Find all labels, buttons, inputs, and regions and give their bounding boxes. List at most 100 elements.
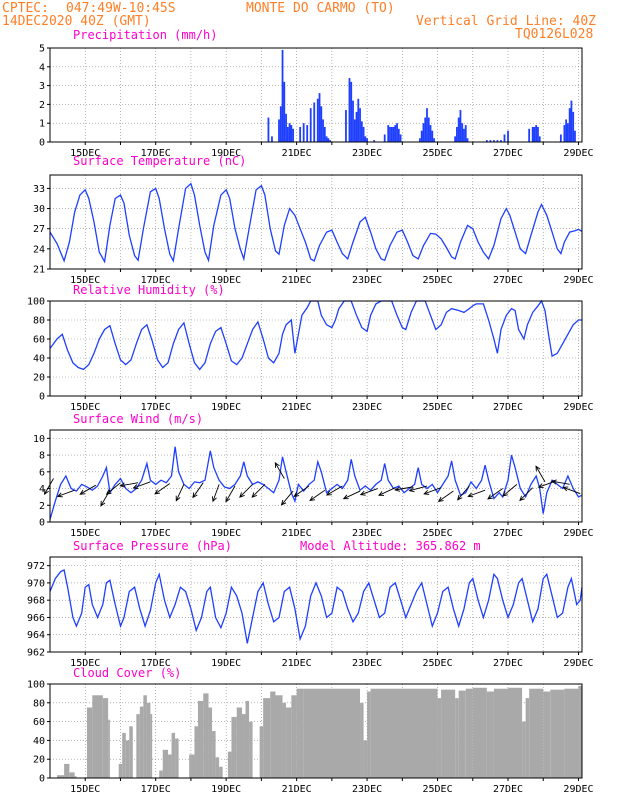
cloud-bar — [543, 691, 551, 778]
wind-arrow-head — [378, 491, 384, 496]
panel-cloud: 0 20 40 60 80 100 15DEC 17DEC 19DEC 21DEC 23DEC 25D… — [27, 666, 594, 795]
wind-arrow — [424, 487, 442, 495]
cloud-bar — [108, 719, 110, 778]
precip-bar — [323, 126, 326, 142]
precip-bar — [285, 113, 287, 142]
xtick-label: 19DEC — [211, 148, 241, 159]
cloud-bar — [564, 688, 579, 778]
wind-arrow — [551, 480, 570, 485]
precip-bar — [426, 108, 428, 142]
wind-arrow — [154, 483, 171, 495]
wind-arrow-head — [225, 496, 231, 503]
cloud-bar — [194, 726, 198, 778]
wind-arrow — [326, 485, 343, 496]
precip-bar — [397, 128, 400, 142]
precip-bar — [392, 126, 395, 142]
ytick-label: 40 — [33, 354, 45, 365]
cloud-bar — [136, 714, 140, 778]
grid-temp — [50, 175, 582, 270]
precip-bar — [322, 119, 324, 142]
precip-bar — [457, 117, 460, 142]
panel-pres: 962 964 966 968 970 972 15DEC 17DEC 19DEC 21DEC 23… — [27, 539, 594, 669]
ytick-label: 4 — [39, 62, 45, 73]
xtick-label: 17DEC — [141, 275, 171, 286]
wind-arrow-head — [100, 500, 106, 507]
xtick-label: 21DEC — [282, 528, 312, 539]
panel-title-temp: Surface Temperature (nC) — [73, 154, 246, 168]
cloud-bar — [522, 721, 526, 778]
precip-bar — [362, 126, 365, 142]
ytick-label: 8 — [39, 451, 45, 462]
xtick-label: 17DEC — [141, 658, 171, 669]
wind-arrow — [192, 482, 204, 498]
cloud-bar — [197, 700, 204, 778]
xtick-label: 21DEC — [282, 275, 312, 286]
cloud-bar — [162, 749, 169, 778]
cloud-bar — [150, 714, 153, 778]
precip-bar — [572, 111, 575, 142]
ytick-label: 6 — [39, 467, 45, 478]
precip-bar — [396, 123, 398, 142]
cloud-bar — [472, 687, 487, 778]
panel-title-wind: Surface Wind (m/s) — [73, 412, 203, 426]
cloud-bar — [578, 685, 582, 778]
wind-arrow — [175, 484, 185, 501]
ytick-label: 33 — [33, 184, 45, 195]
rh-series-line — [49, 299, 582, 371]
frame-wind — [49, 429, 583, 523]
xtick-label: 29DEC — [563, 658, 593, 669]
precip-bar — [500, 140, 502, 142]
precip-bar — [288, 123, 291, 142]
xtick-label: 17DEC — [141, 148, 171, 159]
precip-bar — [420, 130, 423, 142]
cloud-bar — [212, 731, 216, 778]
cloud-bar — [175, 738, 179, 778]
cloud-bar — [370, 688, 438, 778]
ytick-label: 968 — [27, 596, 45, 607]
precip-bar — [531, 126, 534, 142]
cloud-bar — [441, 689, 456, 778]
precip-bar — [429, 125, 432, 142]
wind-arrow-head — [457, 494, 463, 501]
ytick-label: 0 — [39, 138, 45, 149]
wind-arrow-head — [408, 487, 415, 493]
wind-arrow-head — [519, 495, 525, 502]
wind-arrow-head — [239, 492, 245, 498]
cloud-bar — [303, 688, 361, 778]
panel-temp: 21 24 27 30 33 15DEC 17DEC 19DEC 21DEC 23DEC 25DEC… — [33, 154, 594, 286]
cloud-bar — [231, 716, 237, 778]
precip-bar — [463, 128, 465, 142]
ytick-label: 40 — [33, 736, 45, 747]
wind-arrow — [309, 489, 326, 501]
cloud-bar — [139, 706, 144, 778]
precip-bar — [503, 134, 506, 142]
ytick-label: 2 — [39, 100, 45, 111]
precip-bar — [278, 119, 280, 142]
xtick-label: 19DEC — [211, 275, 241, 286]
xtick-label: 25DEC — [422, 658, 452, 669]
precip-bar — [390, 126, 393, 142]
wind-arrow — [468, 489, 486, 497]
wind-arrow — [438, 490, 454, 502]
wind-arrow — [343, 490, 361, 500]
cloud-bar — [263, 698, 271, 778]
cloud-bar — [363, 740, 368, 778]
wind-arrow-head — [562, 486, 569, 492]
wind-arrow-head — [342, 494, 349, 500]
precip-bar — [565, 119, 568, 142]
precip-bar — [568, 108, 571, 142]
wind-arrow-head — [274, 462, 280, 468]
precip-bar — [493, 140, 495, 142]
precip-bar — [466, 138, 469, 142]
ytick-label: 24 — [33, 244, 45, 255]
cloud-bar — [227, 751, 232, 778]
panel-title-pres: Surface Pressure (hPa) — [73, 539, 232, 553]
cloud-bar — [236, 707, 243, 778]
wind-arrow — [502, 484, 518, 497]
precip-bar — [570, 100, 573, 142]
precip-bar — [292, 128, 294, 142]
wind-arrow-head — [154, 489, 161, 495]
xtick-label: 15DEC — [70, 275, 100, 286]
cloud-bar — [143, 695, 147, 778]
